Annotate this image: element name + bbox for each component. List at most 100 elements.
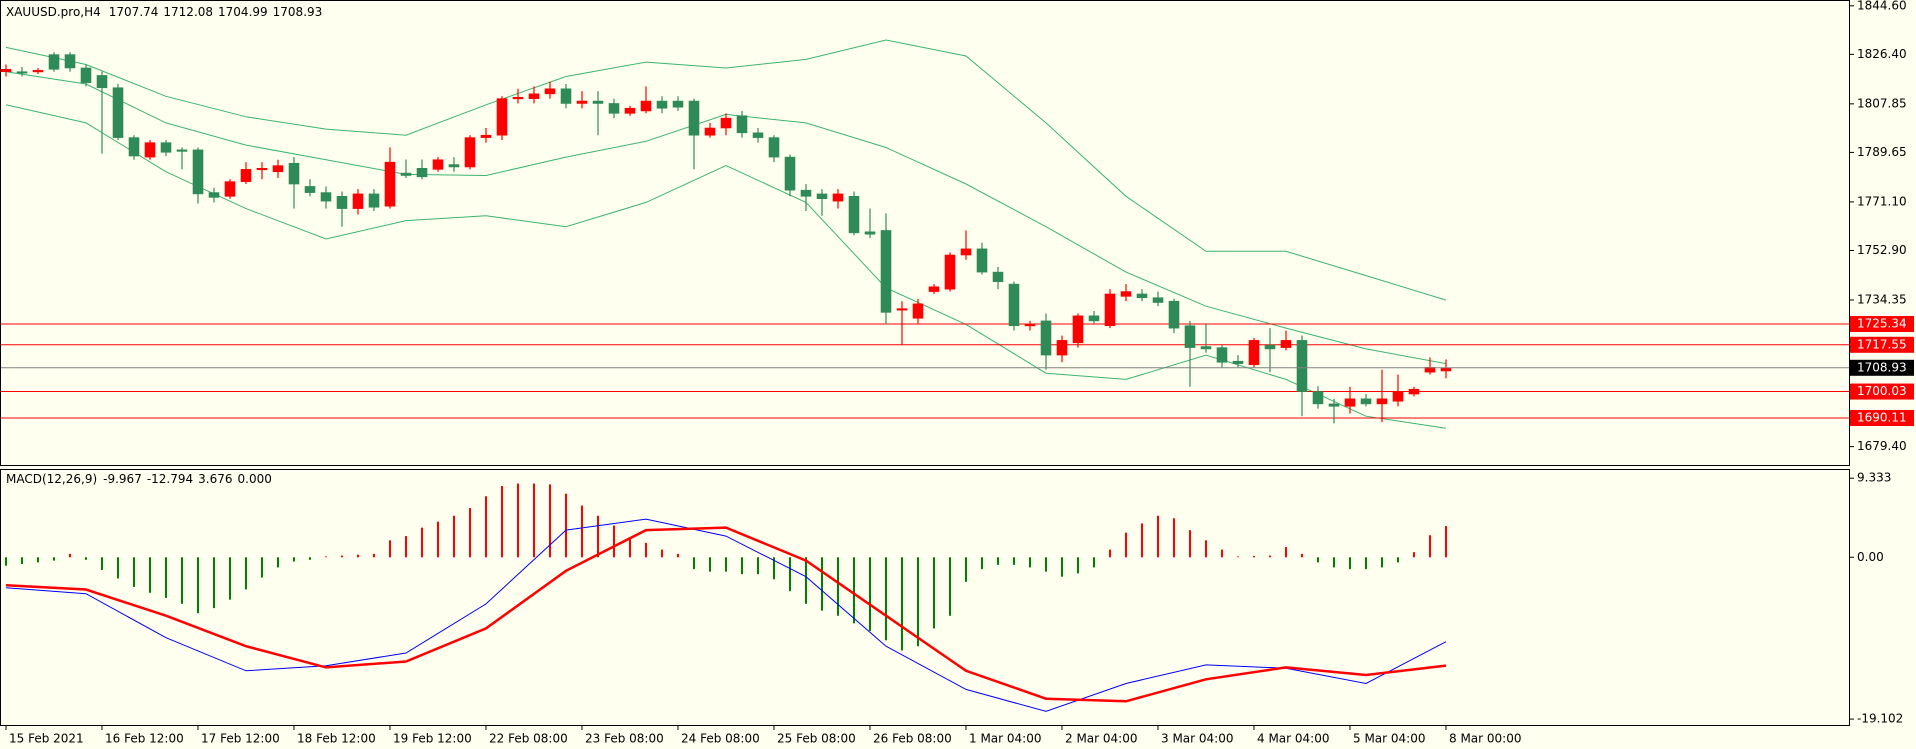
candle-body bbox=[176, 149, 188, 152]
y-tick-label: 9.333 bbox=[1857, 471, 1891, 485]
candle-body bbox=[1360, 398, 1372, 405]
candle-body bbox=[640, 100, 652, 112]
candle-body bbox=[576, 100, 588, 104]
candle-body bbox=[976, 248, 988, 273]
candle-body bbox=[1328, 403, 1340, 407]
candle-body bbox=[544, 88, 556, 95]
candle-body bbox=[1136, 293, 1148, 299]
candle-body bbox=[992, 271, 1004, 282]
level-label: 1717.55 bbox=[1857, 337, 1907, 351]
candle-body bbox=[624, 107, 636, 114]
candle-body bbox=[656, 100, 668, 109]
candle-body bbox=[496, 98, 508, 136]
candle-body bbox=[832, 193, 844, 202]
level-label: 1690.11 bbox=[1857, 411, 1907, 425]
candle-body bbox=[912, 303, 924, 319]
candle-body bbox=[1072, 315, 1084, 344]
candle-body bbox=[288, 162, 300, 185]
candle-body bbox=[48, 54, 60, 70]
candle-body bbox=[864, 231, 876, 235]
candle-body bbox=[64, 54, 76, 69]
candle-body bbox=[816, 193, 828, 200]
x-tick-label: 2 Mar 04:00 bbox=[1065, 732, 1138, 746]
candle-body bbox=[1184, 325, 1196, 348]
candle-body bbox=[1088, 315, 1100, 322]
candle-body bbox=[384, 161, 396, 207]
candle-body bbox=[16, 71, 28, 74]
x-tick-label: 15 Feb 2021 bbox=[9, 732, 84, 746]
candle-body bbox=[784, 156, 796, 191]
candle-body bbox=[1376, 398, 1388, 405]
y-tick-label: 1789.65 bbox=[1857, 145, 1907, 159]
candle-body bbox=[128, 137, 140, 157]
x-tick-label: 5 Mar 04:00 bbox=[1353, 732, 1426, 746]
x-tick-label: 16 Feb 12:00 bbox=[105, 732, 184, 746]
candle-body bbox=[560, 88, 572, 104]
x-tick-label: 3 Mar 04:00 bbox=[1161, 732, 1234, 746]
macd-title: MACD(12,26,9) bbox=[6, 472, 97, 486]
candle-body bbox=[160, 142, 172, 153]
y-tick-label: 1844.60 bbox=[1857, 0, 1907, 12]
price-label: 1708.93 bbox=[1857, 360, 1907, 374]
candle-body bbox=[208, 192, 220, 198]
header-high: 1712.08 bbox=[163, 5, 213, 19]
candle-body bbox=[224, 181, 236, 197]
candle-body bbox=[192, 149, 204, 195]
candle-body bbox=[528, 93, 540, 99]
y-tick-label: 1771.10 bbox=[1857, 194, 1907, 208]
level-label-box bbox=[1850, 410, 1914, 427]
candle-body bbox=[240, 169, 252, 182]
candle-body bbox=[944, 254, 956, 290]
candle-body bbox=[688, 100, 700, 136]
macd-header: MACD(12,26,9) -9.967 -12.794 3.676 0.000 bbox=[6, 472, 272, 486]
candle-body bbox=[272, 165, 284, 173]
candle-body bbox=[1152, 297, 1164, 303]
indicator-line bbox=[5, 518, 1447, 712]
candle-body bbox=[304, 186, 316, 193]
candle-body bbox=[1264, 344, 1276, 350]
candle-body bbox=[672, 100, 684, 108]
y-tick-label: -19.102 bbox=[1857, 712, 1903, 726]
candle-body bbox=[464, 137, 476, 168]
level-label-box bbox=[1850, 383, 1914, 400]
candle-body bbox=[1024, 324, 1036, 327]
candle-body bbox=[1280, 340, 1292, 348]
candle-body bbox=[720, 117, 732, 129]
candle-body bbox=[1200, 346, 1212, 350]
candle-body bbox=[1312, 391, 1324, 405]
y-tick-label: 0.00 bbox=[1857, 550, 1884, 564]
candle-body bbox=[368, 193, 380, 208]
candle-body bbox=[1296, 340, 1308, 392]
header-close: 1708.93 bbox=[273, 5, 323, 19]
candle-body bbox=[80, 67, 92, 83]
y-tick-label: 1734.35 bbox=[1857, 292, 1907, 306]
candle-body bbox=[752, 132, 764, 138]
level-label-box bbox=[1850, 336, 1914, 353]
candle-body bbox=[1008, 283, 1020, 327]
header-macd-main: -9.967 bbox=[103, 472, 142, 486]
candle-body bbox=[800, 189, 812, 197]
x-tick-label: 22 Feb 08:00 bbox=[489, 732, 568, 746]
header-macd-histogram: 3.676 bbox=[198, 472, 232, 486]
header-open: 1707.74 bbox=[109, 5, 159, 19]
candle-body bbox=[112, 87, 124, 138]
y-tick-label: 1679.40 bbox=[1857, 439, 1907, 453]
macd-pane-border bbox=[0, 469, 1850, 726]
x-tick-label: 18 Feb 12:00 bbox=[297, 732, 376, 746]
candle-body bbox=[704, 127, 716, 136]
candle-body bbox=[608, 103, 620, 114]
candle-body bbox=[144, 142, 156, 158]
candle-body bbox=[320, 192, 332, 202]
candle-body bbox=[736, 115, 748, 134]
symbol-title: XAUUSD.pro,H4 bbox=[6, 5, 101, 19]
candle-body bbox=[480, 134, 492, 138]
candle-body bbox=[448, 164, 460, 168]
level-label: 1700.03 bbox=[1857, 384, 1907, 398]
indicator-line bbox=[5, 104, 1447, 429]
candle-body bbox=[400, 172, 412, 176]
candle-body bbox=[352, 193, 364, 209]
